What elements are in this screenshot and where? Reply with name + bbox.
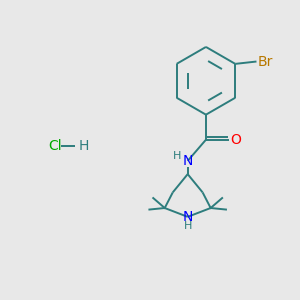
Text: N: N [182, 154, 193, 168]
Text: Br: Br [258, 55, 273, 68]
Text: O: O [231, 133, 242, 147]
Text: H: H [79, 139, 89, 153]
Text: Cl: Cl [48, 139, 62, 153]
Text: H: H [173, 151, 182, 160]
Text: N: N [182, 210, 193, 224]
Text: H: H [184, 221, 192, 231]
